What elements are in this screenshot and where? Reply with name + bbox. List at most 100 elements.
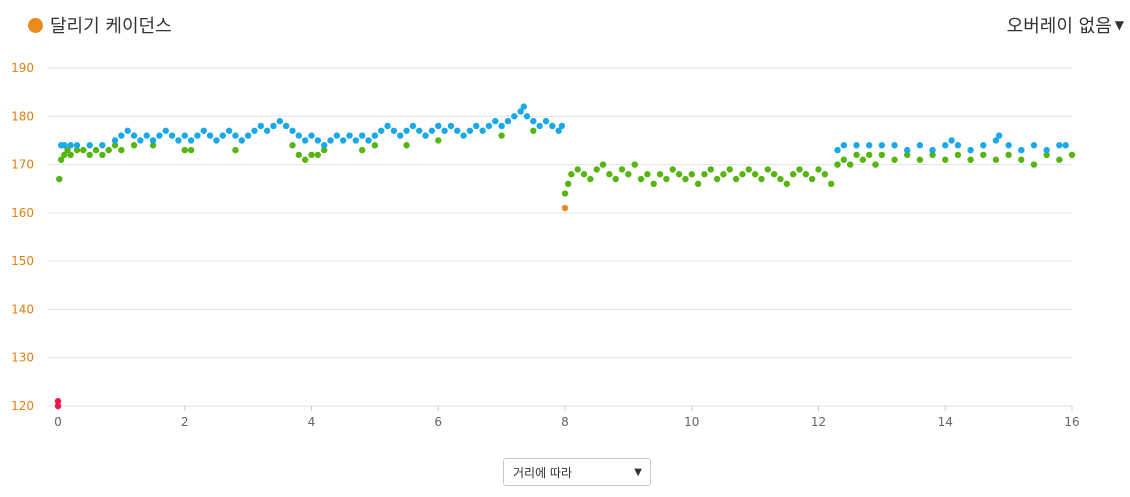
data-point-green bbox=[301, 156, 309, 163]
data-point-green bbox=[916, 156, 924, 163]
data-point-green bbox=[371, 142, 379, 149]
data-point-green bbox=[64, 146, 71, 154]
data-point-blue bbox=[447, 122, 455, 130]
data-point-blue bbox=[555, 127, 562, 134]
data-point-blue bbox=[428, 127, 436, 134]
data-point-blue bbox=[441, 127, 448, 134]
data-point-green bbox=[726, 166, 733, 173]
x-tick-label: 12 bbox=[811, 415, 826, 429]
data-point-green bbox=[61, 151, 68, 159]
data-point-blue bbox=[365, 137, 372, 144]
data-point-green bbox=[815, 166, 822, 173]
data-point-blue bbox=[1043, 146, 1050, 154]
data-point-green bbox=[967, 156, 974, 163]
data-point-blue bbox=[124, 127, 131, 134]
data-point-blue bbox=[346, 132, 353, 139]
data-point-blue bbox=[99, 142, 106, 149]
data-point-green bbox=[181, 146, 188, 154]
data-point-blue bbox=[992, 137, 1000, 144]
data-point-blue bbox=[301, 137, 309, 144]
data-point-blue bbox=[130, 132, 138, 139]
data-point-green bbox=[1005, 151, 1012, 159]
data-point-blue bbox=[473, 122, 480, 130]
data-point-green bbox=[574, 166, 581, 173]
data-point-blue bbox=[320, 142, 328, 149]
data-point-green bbox=[789, 171, 797, 178]
data-point-blue bbox=[156, 132, 163, 139]
data-point-blue bbox=[542, 117, 550, 125]
y-tick-label: 130 bbox=[11, 351, 34, 365]
data-point-green bbox=[796, 166, 803, 173]
data-point-green bbox=[111, 142, 119, 149]
y-tick-label: 120 bbox=[11, 399, 34, 413]
data-point-blue bbox=[187, 137, 195, 144]
data-point-blue bbox=[137, 137, 144, 144]
data-point-blue bbox=[371, 132, 379, 139]
data-point-blue bbox=[530, 117, 537, 125]
data-point-blue bbox=[904, 146, 911, 154]
data-point-blue bbox=[485, 122, 493, 130]
data-point-blue bbox=[213, 137, 220, 144]
data-point-green bbox=[130, 142, 138, 149]
data-point-blue bbox=[232, 132, 239, 139]
data-point-blue bbox=[333, 132, 341, 139]
data-point-green bbox=[821, 171, 829, 178]
chart-title: 달리기 케이던스 bbox=[50, 16, 172, 37]
chart-header: 달리기 케이던스 오버레이 없음 ▼ bbox=[0, 0, 1130, 48]
data-point-blue bbox=[460, 132, 467, 139]
data-point-green bbox=[149, 142, 157, 149]
data-point-green bbox=[707, 166, 714, 173]
chart-title-group: 달리기 케이던스 bbox=[28, 12, 172, 38]
data-point-blue bbox=[891, 142, 898, 149]
overlay-dropdown[interactable]: 오버레이 없음 ▼ bbox=[1007, 12, 1124, 38]
data-point-green bbox=[669, 166, 676, 173]
x-axis-mode-select[interactable]: 거리에 따라 ▼ bbox=[503, 458, 651, 486]
y-tick-label: 140 bbox=[11, 302, 34, 316]
data-point-green bbox=[105, 146, 112, 154]
data-point-blue bbox=[308, 132, 315, 139]
data-point-green bbox=[1030, 161, 1038, 168]
data-point-green bbox=[834, 161, 841, 168]
data-point-green bbox=[694, 180, 702, 188]
data-point-blue bbox=[980, 142, 987, 149]
y-tick-label: 160 bbox=[11, 206, 34, 220]
data-point-green bbox=[1056, 156, 1063, 163]
data-point-green bbox=[688, 171, 695, 178]
data-point-green bbox=[92, 146, 100, 154]
data-point-blue bbox=[517, 108, 524, 115]
x-tick-label: 8 bbox=[561, 415, 569, 429]
data-point-green bbox=[435, 137, 442, 144]
data-point-green bbox=[56, 175, 63, 183]
x-tick-label: 10 bbox=[684, 415, 699, 429]
data-point-blue bbox=[206, 132, 214, 139]
data-point-blue bbox=[967, 146, 974, 154]
data-point-green bbox=[859, 156, 867, 163]
data-point-red bbox=[54, 397, 62, 405]
data-point-green bbox=[295, 151, 303, 159]
data-point-green bbox=[593, 166, 600, 173]
data-point-green bbox=[650, 180, 657, 188]
data-point-green bbox=[732, 175, 740, 183]
data-point-green bbox=[929, 151, 936, 159]
data-point-green bbox=[67, 151, 74, 159]
x-tick-label: 16 bbox=[1064, 415, 1079, 429]
data-point-blue bbox=[479, 127, 486, 134]
data-point-green bbox=[663, 175, 670, 183]
data-point-blue bbox=[225, 127, 233, 134]
data-point-green bbox=[758, 175, 765, 183]
data-point-blue bbox=[251, 127, 258, 134]
data-point-green bbox=[625, 171, 632, 178]
data-point-blue bbox=[282, 122, 290, 130]
data-point-blue bbox=[67, 142, 74, 149]
data-point-green bbox=[57, 156, 65, 163]
data-point-green bbox=[320, 146, 328, 154]
data-point-blue bbox=[504, 117, 512, 125]
data-point-green bbox=[992, 156, 1000, 163]
data-point-blue bbox=[384, 122, 391, 130]
data-point-green bbox=[73, 146, 81, 154]
data-point-blue bbox=[995, 132, 1003, 139]
data-point-blue bbox=[466, 127, 474, 134]
data-point-green bbox=[701, 171, 708, 178]
data-point-blue bbox=[511, 113, 518, 120]
data-point-green bbox=[745, 166, 752, 173]
